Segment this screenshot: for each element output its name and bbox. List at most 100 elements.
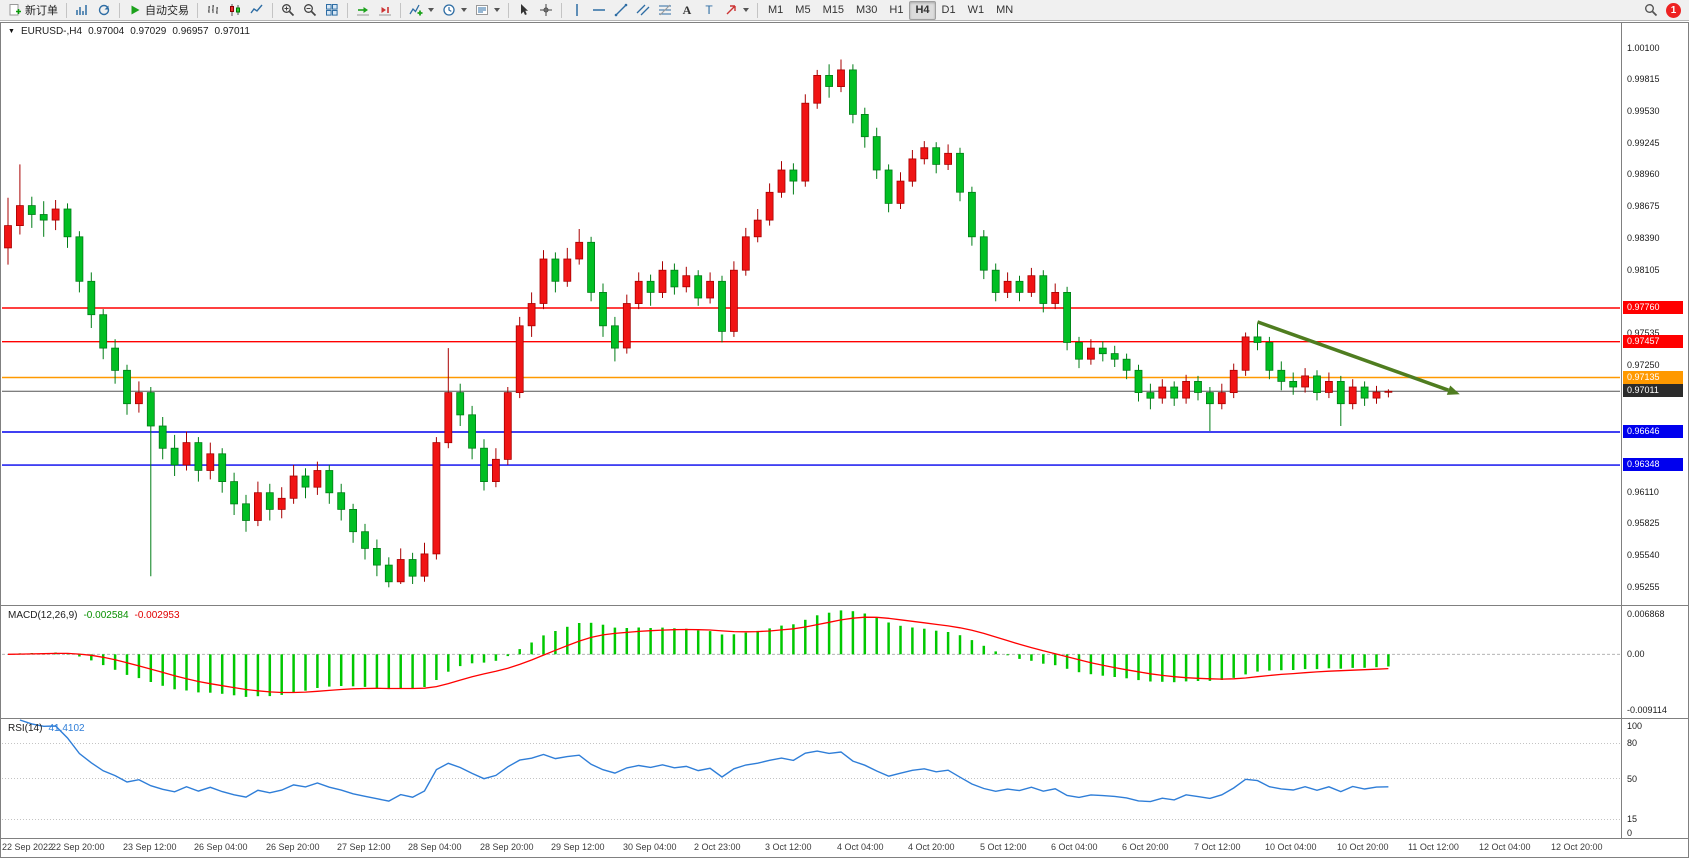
label-button[interactable]: T — [698, 0, 720, 20]
candle — [206, 453, 215, 471]
time-tick: 7 Oct 12:00 — [1194, 842, 1241, 852]
refresh-icon — [98, 4, 110, 16]
timeframe-h1-button[interactable]: H1 — [889, 3, 904, 16]
high-value: 0.97029 — [130, 26, 167, 37]
templates-button[interactable] — [471, 0, 504, 20]
tile-windows-button[interactable] — [321, 0, 343, 20]
candle — [920, 147, 929, 160]
crosshair-button[interactable] — [535, 0, 557, 20]
candle — [63, 208, 72, 238]
vline-button[interactable] — [566, 0, 588, 20]
hline-icon — [593, 9, 605, 11]
candle — [1325, 380, 1333, 393]
zoom-in-button[interactable] — [277, 0, 299, 20]
candle — [253, 492, 262, 521]
toolbar-separator — [347, 2, 348, 18]
candle — [551, 258, 560, 282]
candle — [837, 69, 845, 88]
candle — [420, 553, 429, 577]
timeframe-m1-button[interactable]: M1 — [768, 3, 784, 16]
candle — [158, 425, 167, 449]
candle-chart-button[interactable] — [224, 0, 246, 20]
autotrade-button[interactable]: 自动交易 — [124, 0, 193, 20]
candle — [1063, 291, 1071, 343]
toolbar-separator — [757, 2, 758, 18]
candle — [706, 280, 714, 299]
channel-button[interactable] — [632, 0, 654, 20]
timeframe-mn-button[interactable]: MN — [996, 3, 1014, 16]
candle — [51, 208, 60, 221]
candle — [575, 241, 584, 260]
price-tick: 0.95540 — [1627, 550, 1660, 560]
price-tick: 0.98675 — [1627, 201, 1660, 211]
price-tick: 0.99530 — [1627, 106, 1660, 116]
candle — [777, 169, 786, 193]
notification-badge[interactable]: 1 — [1666, 2, 1681, 18]
rsi-scale-80: 80 — [1627, 738, 1638, 749]
candle — [860, 114, 869, 138]
fibonacci-button[interactable] — [654, 0, 676, 20]
chart-shift-icon — [379, 7, 391, 16]
svg-text:T: T — [705, 3, 713, 17]
candle — [1360, 386, 1369, 399]
candle — [896, 180, 905, 204]
timeframe-d1-button[interactable]: D1 — [941, 3, 956, 16]
candle — [503, 392, 512, 460]
candle — [75, 236, 84, 282]
search-button[interactable] — [1640, 0, 1662, 20]
candle — [1110, 353, 1119, 360]
trend-arrow[interactable] — [1256, 320, 1450, 392]
indicators-button[interactable] — [405, 0, 438, 20]
line-chart-button[interactable] — [246, 0, 268, 20]
timeframe-m5-button[interactable]: M5 — [795, 3, 811, 16]
symbol-period-label: EURUSD-,H4 — [20, 26, 83, 37]
charts-icon — [76, 5, 87, 15]
candle — [301, 475, 310, 488]
chart-menu-icon[interactable]: ▼ — [8, 28, 15, 35]
timeframe-h4-button[interactable]: H4 — [909, 0, 936, 20]
auto-scroll-button[interactable] — [352, 0, 374, 20]
candle — [361, 531, 369, 549]
time-tick: 3 Oct 12:00 — [765, 842, 812, 852]
candle — [789, 169, 798, 182]
time-tick: 30 Sep 04:00 — [623, 842, 677, 852]
candle — [396, 559, 405, 583]
candle — [658, 269, 667, 293]
candle — [408, 559, 417, 577]
toolbar-separator — [400, 2, 401, 18]
macd-scale-max: 0.006868 — [1627, 609, 1665, 619]
charts-window-button[interactable] — [71, 0, 93, 20]
timeframe-m15-button[interactable]: M15 — [822, 3, 844, 16]
candle — [1158, 386, 1167, 399]
candle — [111, 347, 119, 371]
chart-shift-button[interactable] — [374, 0, 396, 20]
text-button[interactable]: A — [676, 0, 698, 20]
timeframe-m30-button[interactable]: M30 — [855, 3, 878, 16]
trendline-button[interactable] — [610, 0, 632, 20]
cursor-button[interactable] — [513, 0, 535, 20]
price-marker: 0.96348 — [1623, 458, 1683, 471]
candle — [1229, 369, 1238, 393]
candle — [1051, 291, 1060, 304]
candle — [801, 102, 810, 182]
candle — [182, 442, 191, 466]
periods-button[interactable] — [438, 0, 471, 20]
new-order-button[interactable]: 新订单 — [4, 0, 62, 20]
candle — [908, 158, 917, 182]
candle — [1277, 369, 1286, 382]
candle — [337, 492, 346, 510]
candle — [242, 503, 250, 521]
vline-icon — [576, 4, 578, 16]
candle — [991, 269, 1000, 293]
rsi-line — [19, 719, 1389, 803]
zoom-out-button[interactable] — [299, 0, 321, 20]
new-order-button-label: 新订单 — [25, 5, 58, 17]
bar-chart-button[interactable] — [202, 0, 224, 20]
candle — [325, 470, 334, 494]
refresh-button[interactable] — [93, 0, 115, 20]
arrows-button[interactable] — [720, 0, 753, 20]
timeframe-w1-button[interactable]: W1 — [967, 3, 985, 16]
hline-button[interactable] — [588, 0, 610, 20]
candle — [480, 447, 488, 483]
